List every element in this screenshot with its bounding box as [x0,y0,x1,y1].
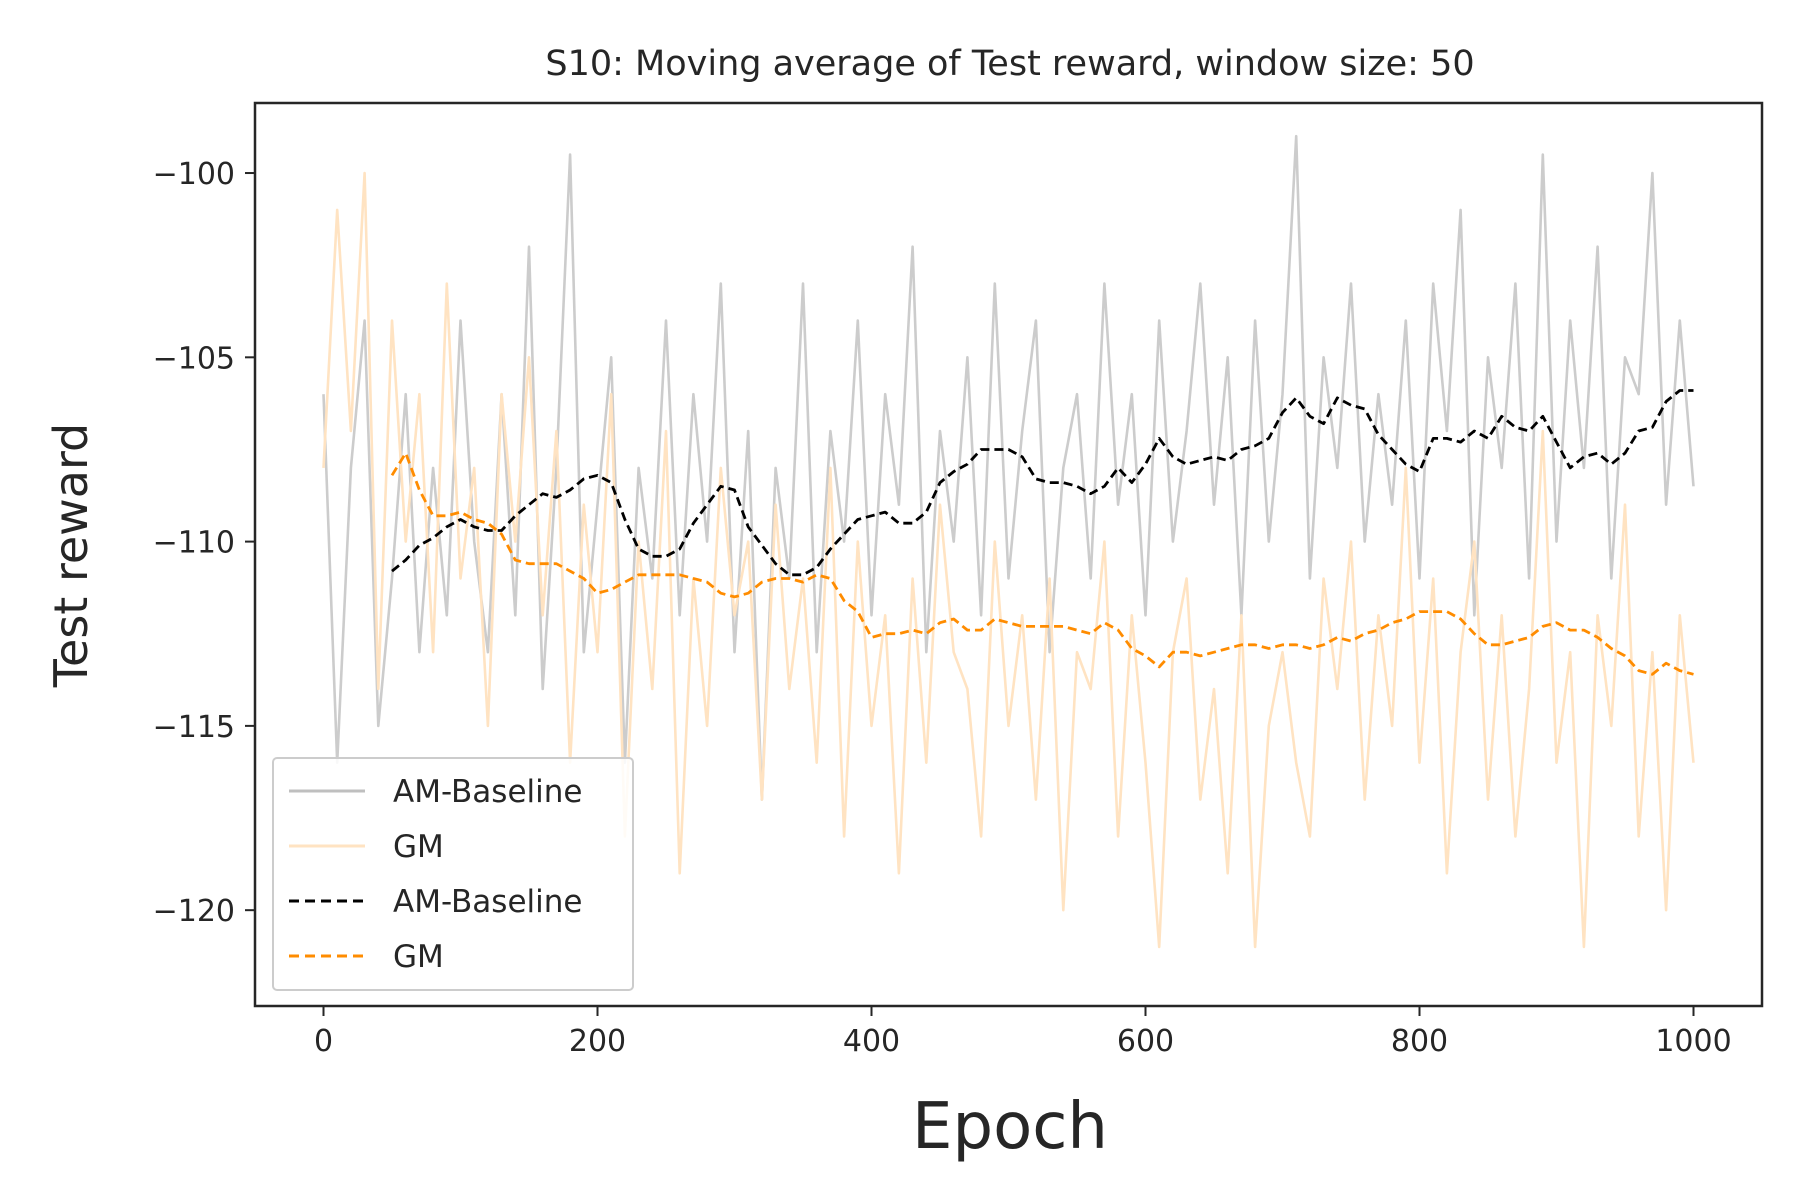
y-axis-label: Test reward [44,423,98,689]
legend-label: GM [393,829,444,865]
series-line-avg-gm [390,451,1694,676]
series-line-raw-gm [322,171,1695,949]
x-tick-label: 400 [843,1024,900,1059]
y-axis: −100 −105 −110 −115 −120 [153,157,255,929]
legend-label: AM-Baseline [393,774,582,810]
y-tick-label: −120 [153,894,235,929]
x-tick-label: 600 [1117,1024,1174,1059]
y-tick-label: −100 [153,157,235,192]
legend-label: AM-Baseline [393,884,582,920]
y-tick-label: −115 [153,710,235,745]
x-axis: 0 200 400 600 800 1000 [314,1006,1732,1059]
series-line-raw-am-baseline [322,134,1695,801]
x-axis-label: Epoch [912,1090,1108,1164]
legend-label: GM [393,939,444,975]
x-tick-label: 0 [314,1024,333,1059]
x-tick-label: 1000 [1655,1024,1731,1059]
x-tick-label: 200 [569,1024,626,1059]
x-tick-label: 800 [1391,1024,1448,1059]
y-tick-label: −105 [153,341,235,376]
plot-frame [253,101,1764,1008]
series-line-avg-am-baseline [391,389,1694,577]
chart-title: S10: Moving average of Test reward, wind… [545,44,1474,84]
legend-box [272,757,634,991]
legend: AM-Baseline GM AM-Baseline GM [272,757,634,991]
y-tick-label: −110 [153,526,235,561]
plot-area [322,134,1695,949]
